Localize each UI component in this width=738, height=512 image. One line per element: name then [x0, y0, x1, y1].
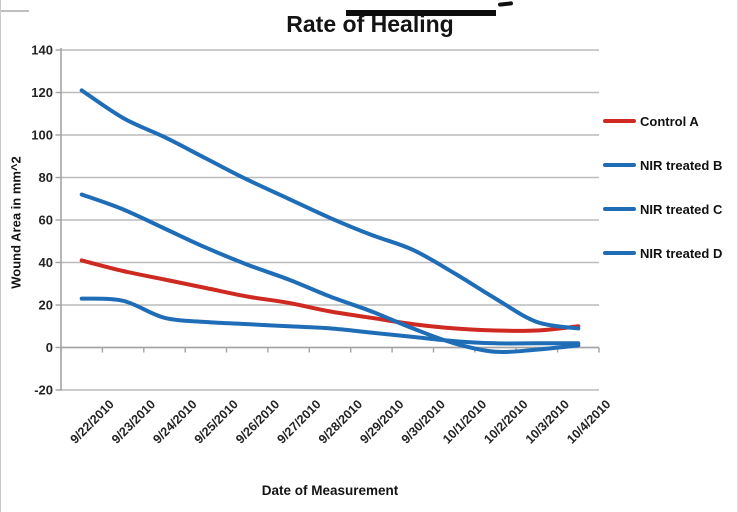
legend-line-marker — [603, 251, 636, 255]
legend-label: NIR treated D — [640, 245, 723, 261]
y-tick-label: 60 — [39, 213, 53, 228]
legend-line-marker — [603, 207, 636, 211]
x-tick-label: 9/23/2010 — [109, 397, 158, 446]
legend-line-marker — [603, 119, 636, 123]
x-tick-label: 9/22/2010 — [68, 397, 117, 446]
x-tick-label: 10/2/2010 — [481, 397, 530, 446]
series-line-control-a — [79, 258, 581, 333]
x-tick-label: 9/28/2010 — [316, 397, 365, 446]
y-tick-label: 140 — [31, 43, 53, 58]
y-tick-label: 20 — [39, 298, 53, 313]
x-axis-title: Date of Measurement — [261, 483, 399, 498]
cropped-text-artifact — [346, 10, 496, 16]
legend-item-nir-treated-b: NIR treated B — [603, 156, 722, 174]
x-tick-label: 9/24/2010 — [150, 397, 199, 446]
crop-border-artifact — [1, 10, 29, 12]
y-tick-label: 0 — [46, 340, 53, 355]
legend-line-marker — [603, 163, 636, 167]
x-tick-label: 9/30/2010 — [399, 397, 448, 446]
legend: Control A NIR treated B NIR treated C NIR t… — [599, 0, 737, 512]
legend-label: Control A — [640, 113, 699, 129]
series-line-nir-treated-b — [79, 88, 581, 331]
x-tick-label: 9/25/2010 — [192, 397, 241, 446]
series-line-nir-treated-d — [79, 296, 581, 346]
series-line-nir-treated-c — [79, 192, 581, 355]
y-axis-title: Wound Area in mm^2 — [8, 156, 24, 289]
x-tick-label: 10/1/2010 — [440, 397, 489, 446]
legend-item-control-a: Control A — [603, 112, 699, 130]
y-tick-label: -20 — [34, 383, 53, 398]
x-tick-label: 9/29/2010 — [357, 397, 406, 446]
y-tick-label: 100 — [31, 128, 53, 143]
y-tick-label: 80 — [39, 170, 53, 185]
legend-item-nir-treated-c: NIR treated C — [603, 200, 722, 218]
x-tick-label: 10/3/2010 — [523, 397, 572, 446]
x-tick-label: 9/26/2010 — [233, 397, 282, 446]
y-tick-label: 120 — [31, 85, 53, 100]
x-tick-label: 9/27/2010 — [275, 397, 324, 446]
legend-label: NIR treated C — [640, 201, 723, 217]
y-tick-label: 40 — [39, 255, 53, 270]
legend-item-nir-treated-d: NIR treated D — [603, 244, 722, 262]
legend-label: NIR treated B — [640, 157, 723, 173]
chart-title: Rate of Healing — [286, 11, 454, 37]
